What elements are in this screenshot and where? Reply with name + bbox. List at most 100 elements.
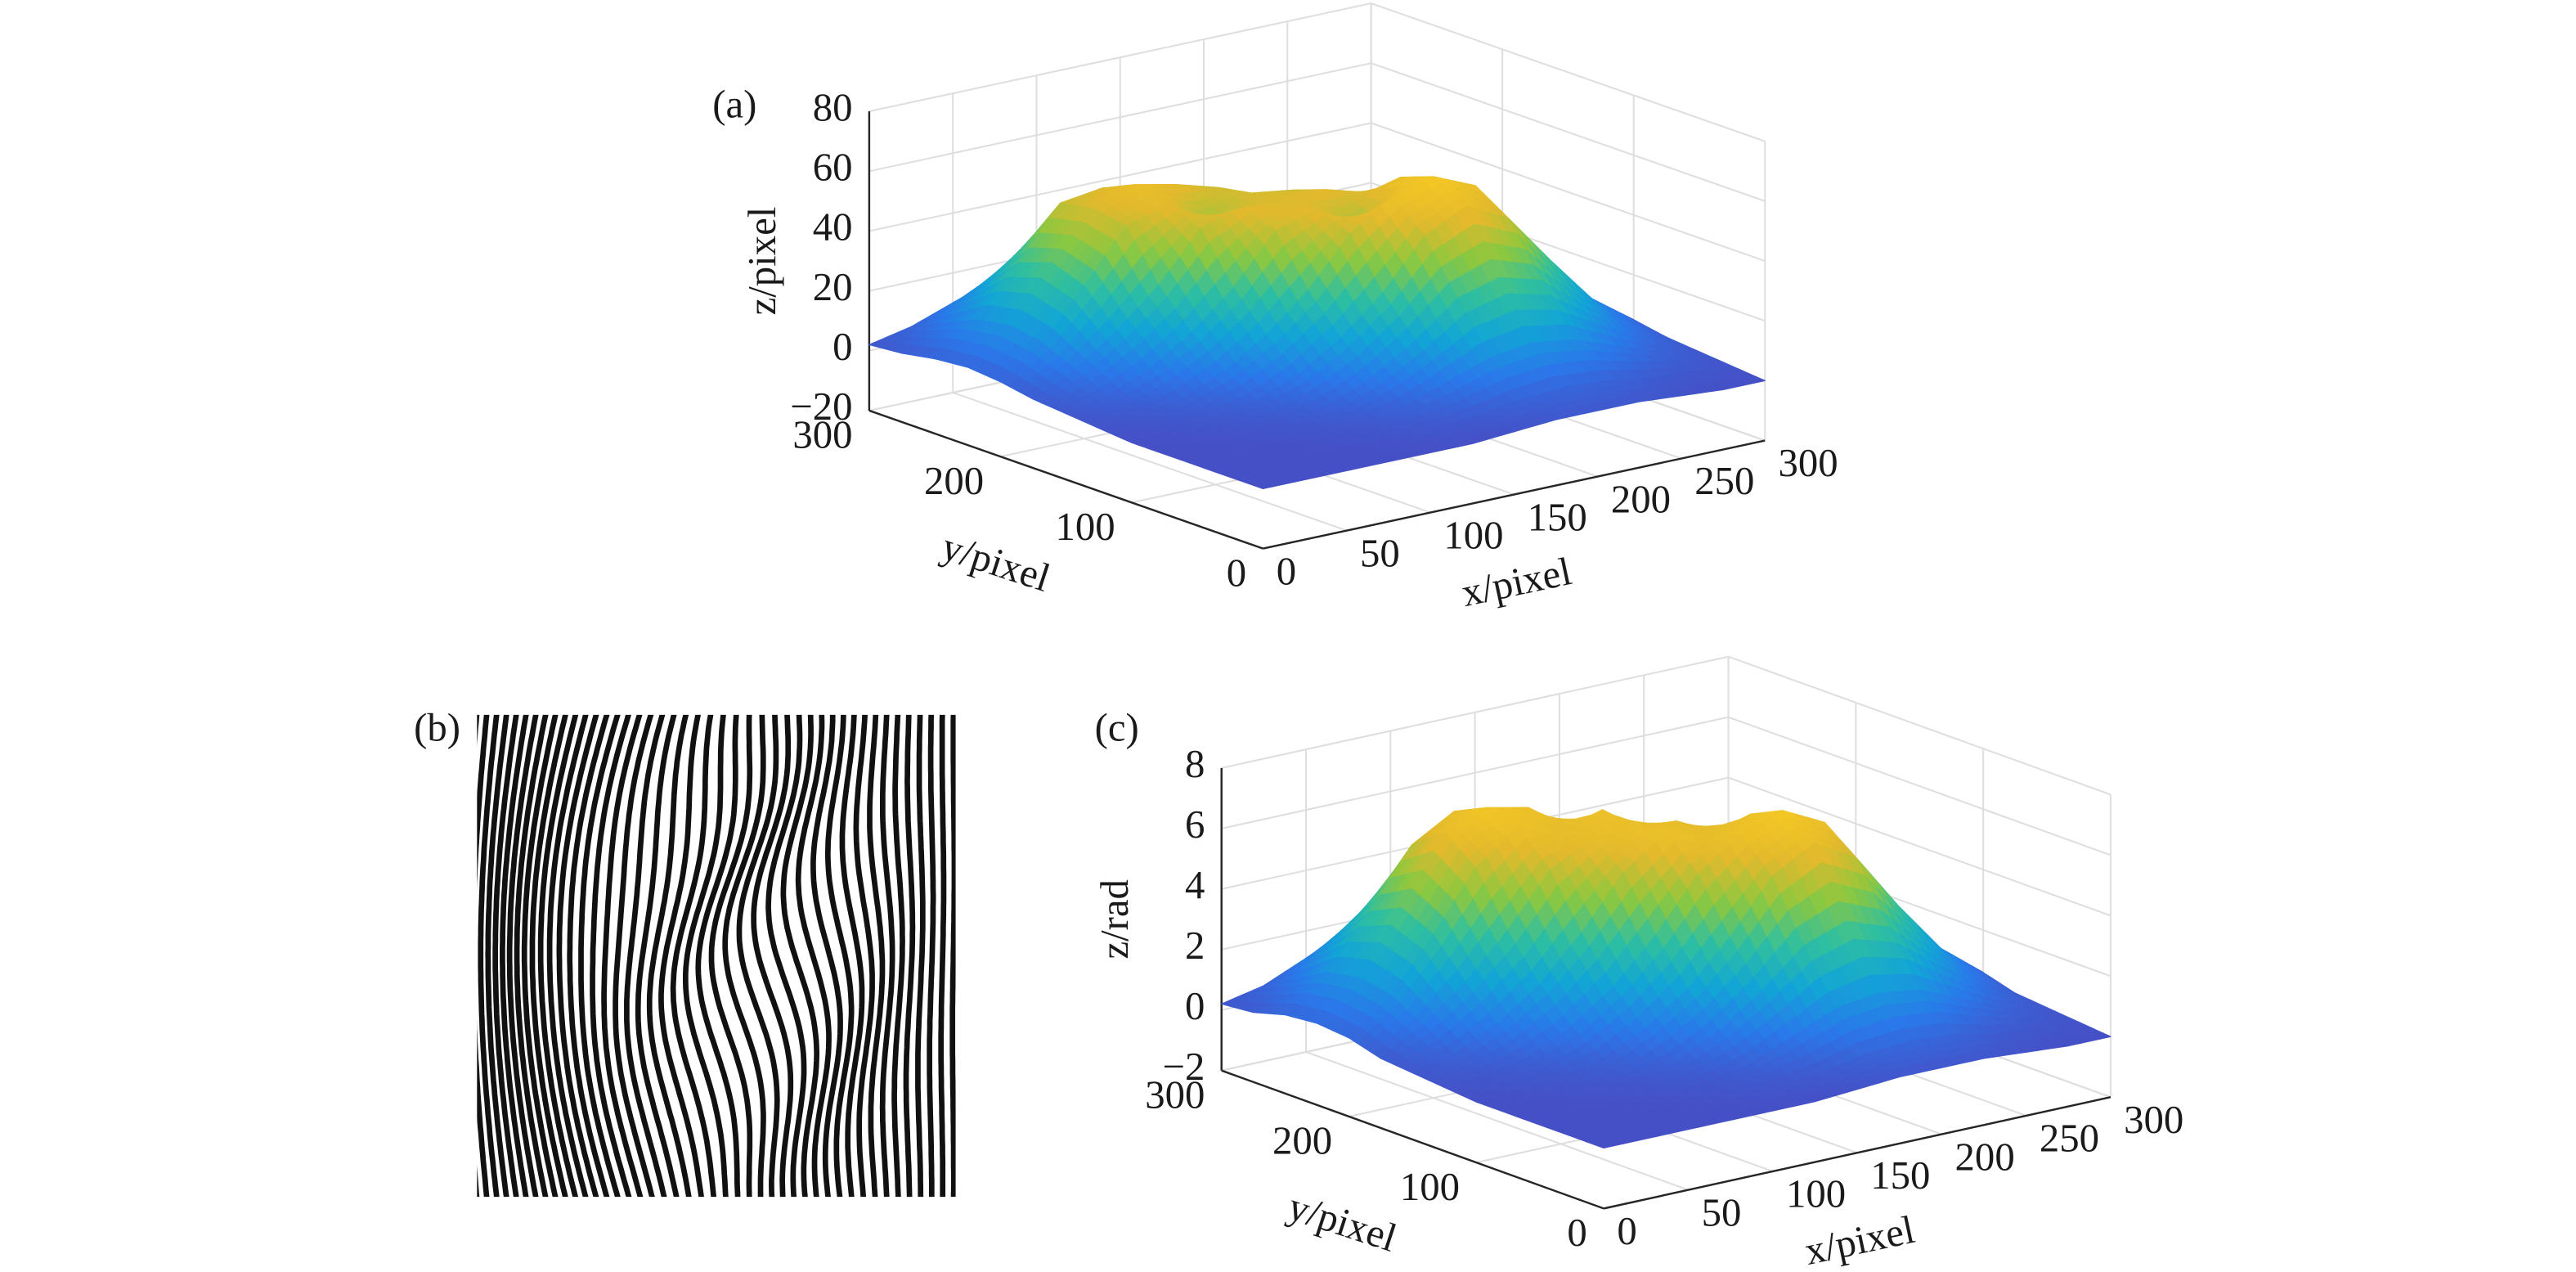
- z-tick-label: 4: [1185, 863, 1205, 907]
- z-tick-label: 2: [1185, 924, 1205, 968]
- z-tick-label: −2: [1163, 1045, 1205, 1089]
- y-tick-label: 200: [924, 459, 984, 503]
- fringe-stripe: [765, 714, 807, 1198]
- z-tick-label: 6: [1185, 802, 1205, 847]
- fringe-stripe: [867, 714, 886, 1198]
- fringe-stripe: [485, 714, 509, 1198]
- panel-label: (c): [1095, 705, 1139, 749]
- panel-label: (a): [712, 82, 756, 126]
- fringe-stripe: [975, 708, 976, 1201]
- fringe-stripe: [915, 714, 926, 1198]
- fringe-stripe: [514, 714, 549, 1198]
- fringe-stripe: [708, 714, 753, 1198]
- x-tick-label: 50: [1360, 531, 1400, 575]
- fringe-stripe: [751, 714, 794, 1198]
- fringe-stripe: [578, 714, 621, 1198]
- z-axis-label: z/rad: [1093, 879, 1137, 959]
- x-tick-label: 0: [1277, 549, 1296, 593]
- fringe-stripe: [477, 714, 490, 1198]
- y-axis: [868, 409, 1263, 550]
- fringe-stripe: [567, 714, 610, 1198]
- y-tick-label: 100: [1056, 505, 1115, 549]
- z-tick-label: 40: [813, 205, 853, 249]
- z-tick-label: 80: [813, 85, 853, 129]
- fringe-stripe: [682, 714, 729, 1198]
- fringe-stripe: [722, 714, 766, 1198]
- y-axis-label: y/pixel: [936, 524, 1056, 600]
- fringe-stripe: [853, 714, 875, 1198]
- fringe-stripe: [795, 714, 832, 1198]
- fringe-stripe: [824, 714, 855, 1198]
- y-tick-label: 0: [1567, 1211, 1586, 1255]
- fringe-stripe: [556, 714, 599, 1198]
- y-axis-label: y/pixel: [1283, 1184, 1402, 1261]
- fringe-stripe: [635, 714, 680, 1198]
- fringe-stripe: [537, 714, 579, 1198]
- fringe-stripes: [448, 708, 976, 1201]
- surface: [1221, 807, 2112, 1149]
- grid-line: [1728, 655, 2112, 796]
- fringe-stripe: [546, 714, 589, 1198]
- fringe-stripe: [903, 714, 916, 1198]
- panel-label: (b): [414, 705, 460, 749]
- x-tick-label: 0: [1617, 1209, 1636, 1253]
- fringe-stripe: [736, 714, 780, 1198]
- fringe-stripe: [949, 714, 956, 1198]
- x-tick-label: 250: [1694, 459, 1754, 503]
- fringe-stripe: [891, 714, 905, 1198]
- z-axis-label: z/pixel: [740, 207, 784, 316]
- fringe-stripe: [839, 714, 865, 1198]
- y-tick-label: 100: [1400, 1165, 1460, 1209]
- x-tick-label: 300: [1778, 441, 1838, 485]
- grid-line: [1371, 62, 1766, 202]
- fringe-stripe: [478, 714, 500, 1198]
- x-tick-label: 200: [1611, 477, 1671, 521]
- fringe-stripe: [477, 714, 480, 1198]
- z-tick-label: 60: [813, 145, 853, 189]
- grid-line: [952, 391, 1348, 532]
- surface: [868, 176, 1766, 490]
- x-tick-label: 100: [1443, 513, 1503, 557]
- y-tick-label: 300: [792, 413, 852, 457]
- fringe-stripe: [492, 714, 519, 1198]
- fringe-stripe: [810, 714, 843, 1198]
- fringe-stripe: [927, 714, 936, 1198]
- z-tick-label: 20: [813, 265, 853, 309]
- fringe-stripe: [780, 714, 820, 1198]
- fringe-stripe: [646, 714, 692, 1198]
- x-axis-label: x/pixel: [1801, 1207, 1919, 1272]
- fringe-stripe: [601, 714, 644, 1198]
- y-tick-label: 200: [1272, 1119, 1332, 1163]
- z-tick-label: 0: [832, 325, 852, 369]
- x-tick-label: 150: [1528, 495, 1587, 539]
- fringe-stripe: [624, 714, 667, 1198]
- fringe-stripe: [506, 714, 539, 1198]
- x-tick-label: 100: [1786, 1172, 1846, 1216]
- x-tick-label: 250: [2040, 1117, 2099, 1161]
- grid-line: [868, 62, 1371, 173]
- x-tick-label: 300: [2124, 1098, 2183, 1142]
- fringe-stripe: [613, 714, 655, 1198]
- fringe-stripe: [670, 714, 717, 1198]
- x-tick-label: 150: [1870, 1153, 1930, 1198]
- fringe-image: [448, 708, 976, 1201]
- x-axis-label: x/pixel: [1458, 549, 1576, 615]
- grid-line: [868, 122, 1371, 232]
- fringe-stripe: [938, 714, 947, 1198]
- fringe-stripe: [500, 714, 529, 1198]
- z-tick-label: 8: [1185, 742, 1205, 786]
- z-tick-label: −20: [790, 384, 852, 429]
- grid-line: [1371, 2, 1766, 142]
- fringe-stripe: [695, 714, 741, 1198]
- fringe-stripe: [448, 708, 456, 1201]
- x-axis: [1263, 439, 1766, 550]
- grid-line: [1371, 122, 1766, 263]
- fringe-stripe: [658, 714, 704, 1198]
- fringe-stripe: [529, 714, 568, 1198]
- x-tick-label: 200: [1955, 1135, 2015, 1179]
- fringe-stripe: [964, 708, 965, 1201]
- y-tick-label: 0: [1227, 551, 1246, 595]
- fringe-stripe: [590, 714, 632, 1198]
